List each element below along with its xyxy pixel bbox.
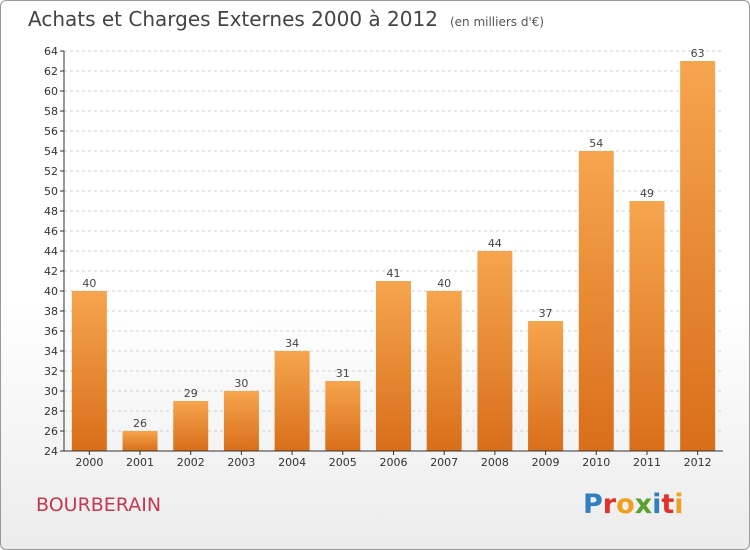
x-tick-label: 2005	[329, 456, 357, 469]
x-tick-label: 2002	[177, 456, 205, 469]
y-tick-label: 46	[44, 225, 58, 238]
data-label: 41	[387, 267, 401, 280]
data-label: 29	[184, 387, 198, 400]
data-label: 34	[285, 337, 299, 350]
data-label: 37	[539, 307, 553, 320]
y-tick-label: 54	[44, 145, 58, 158]
x-tick-label: 2008	[481, 456, 509, 469]
y-tick-label: 28	[44, 405, 58, 418]
x-tick-label: 2009	[532, 456, 560, 469]
bar	[680, 61, 716, 451]
bar	[376, 281, 411, 451]
y-tick-label: 58	[44, 105, 58, 118]
x-tick-label: 2000	[75, 456, 103, 469]
chart-title: Achats et Charges Externes 2000 à 2012 (e…	[28, 7, 544, 31]
x-tick-label: 2012	[684, 456, 712, 469]
data-label: 63	[691, 47, 705, 60]
logo-letter: t	[661, 489, 675, 520]
data-label: 40	[82, 277, 96, 290]
x-tick-label: 2004	[278, 456, 306, 469]
bar	[122, 431, 158, 451]
y-tick-label: 60	[44, 85, 58, 98]
logo-letter: i	[674, 489, 684, 520]
y-tick-label: 48	[44, 205, 58, 218]
bar	[173, 401, 209, 451]
bar	[71, 291, 107, 451]
y-tick-label: 32	[44, 365, 58, 378]
proxiti-logo: Proxiti	[583, 489, 684, 520]
bar	[325, 381, 361, 451]
x-tick-label: 2006	[380, 456, 408, 469]
y-tick-label: 40	[44, 285, 58, 298]
x-tick-label: 2011	[633, 456, 661, 469]
bar	[274, 351, 310, 451]
chart-unit: (en milliers d'€)	[449, 15, 545, 29]
x-tick-label: 2003	[227, 456, 255, 469]
data-label: 54	[589, 137, 603, 150]
logo-letter: i	[652, 489, 662, 520]
y-tick-label: 30	[44, 385, 58, 398]
labels: 24 26 28 30 32 34 36 38 40 42 44 46 48 50 52 54 56 58 60 62…	[44, 45, 712, 469]
logo-letter: x	[634, 489, 653, 520]
data-label: 49	[640, 187, 654, 200]
y-tick-label: 56	[44, 125, 58, 138]
logo-letter: o	[616, 489, 635, 520]
data-label: 31	[336, 367, 350, 380]
y-tick-label: 26	[44, 425, 58, 438]
bar	[223, 391, 259, 451]
y-tick-label: 64	[44, 45, 58, 58]
x-tick-label: 2010	[582, 456, 610, 469]
y-tick-label: 34	[44, 345, 58, 358]
y-tick-label: 52	[44, 165, 58, 178]
y-tick-label: 38	[44, 305, 58, 318]
bar	[477, 251, 513, 451]
bar	[426, 291, 462, 451]
y-tick-label: 50	[44, 185, 58, 198]
bars	[71, 61, 716, 451]
y-tick-label: 44	[44, 245, 58, 258]
x-tick-label: 2007	[430, 456, 458, 469]
x-tick-label: 2001	[126, 456, 154, 469]
data-label: 30	[234, 377, 248, 390]
city-name: BOURBERAIN	[36, 494, 162, 516]
logo-letter: r	[602, 489, 617, 520]
y-tick-label: 24	[44, 445, 58, 458]
y-tick-label: 62	[44, 65, 58, 78]
data-label: 40	[437, 277, 451, 290]
y-tick-label: 36	[44, 325, 58, 338]
data-label: 26	[133, 417, 147, 430]
y-tick-label: 42	[44, 265, 58, 278]
chart-title-text: Achats et Charges Externes 2000 à 2012	[28, 7, 438, 31]
bar	[528, 321, 564, 451]
bar	[578, 151, 614, 451]
logo-letter: P	[583, 489, 603, 520]
data-label: 44	[488, 237, 502, 250]
axes	[60, 50, 723, 455]
bar	[629, 201, 665, 451]
